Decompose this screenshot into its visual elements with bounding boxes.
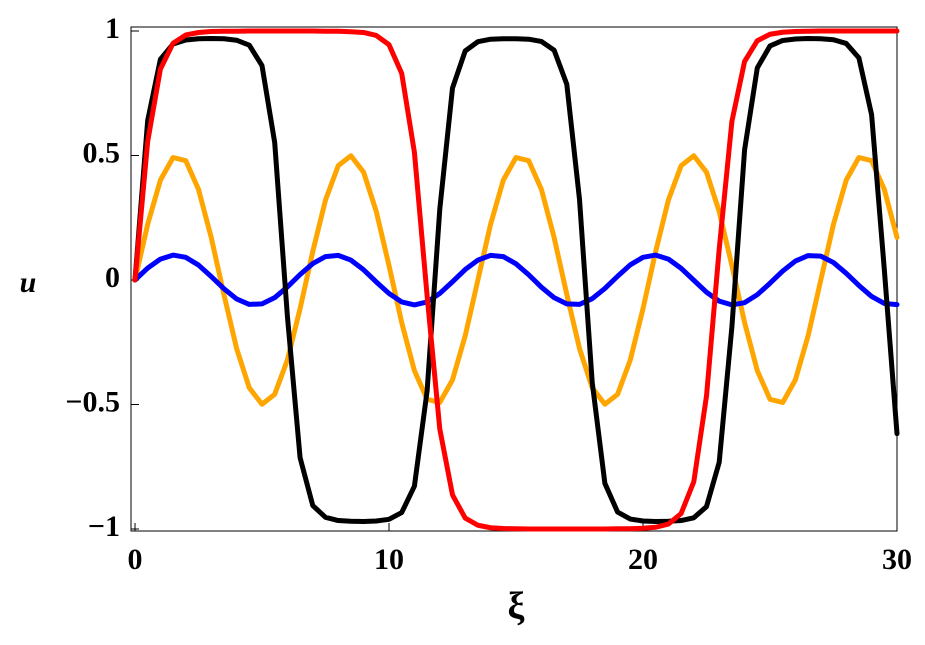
y-axis-label: u xyxy=(20,266,37,299)
plot-frame xyxy=(130,26,898,532)
line-series xyxy=(132,28,900,532)
line-series xyxy=(132,153,900,407)
x-tick-label: 20 xyxy=(628,543,658,576)
x-tick-label: 30 xyxy=(882,543,912,576)
y-tick-label: 0 xyxy=(105,261,120,294)
x-tick-label: 0 xyxy=(128,543,143,576)
y-tick-label: −1 xyxy=(88,510,120,543)
y-tick-label: 0.5 xyxy=(83,136,121,169)
y-tick-label: −0.5 xyxy=(65,385,120,418)
x-axis-label: ξ xyxy=(508,586,525,628)
line-series xyxy=(132,35,900,525)
line-series xyxy=(132,252,900,308)
y-tick-label: 1 xyxy=(105,12,120,45)
x-tick-label: 10 xyxy=(374,543,404,576)
